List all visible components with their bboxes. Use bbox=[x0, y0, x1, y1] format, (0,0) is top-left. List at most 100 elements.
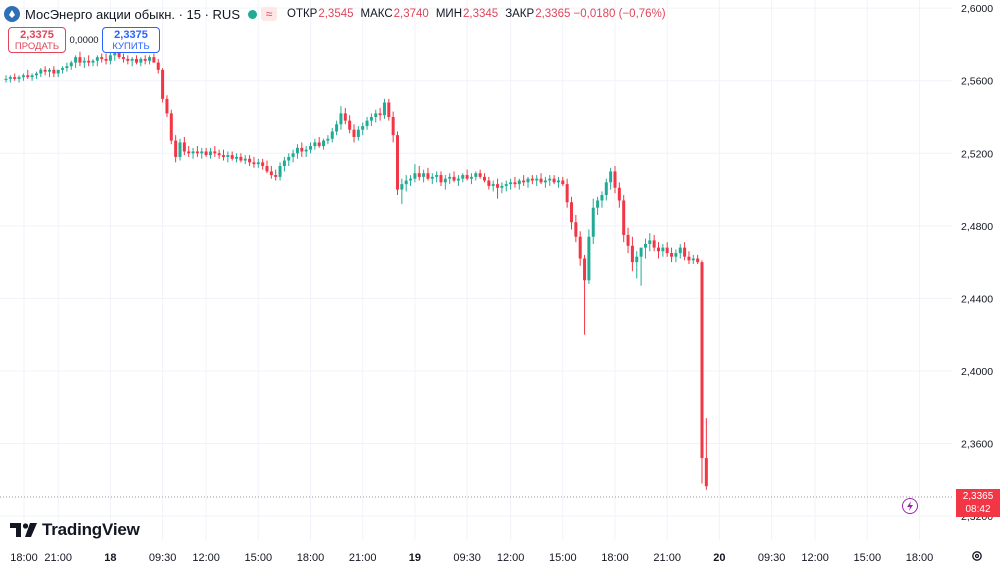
candle bbox=[239, 153, 243, 163]
candle-body bbox=[117, 51, 121, 58]
settings-gear-icon[interactable] bbox=[971, 550, 983, 562]
candle bbox=[639, 247, 643, 286]
candle bbox=[700, 260, 704, 484]
candle-body bbox=[500, 185, 504, 188]
candle bbox=[396, 131, 399, 196]
candle-body bbox=[391, 117, 395, 136]
candle bbox=[187, 146, 191, 157]
lightning-icon[interactable] bbox=[902, 498, 918, 514]
candle bbox=[609, 167, 613, 190]
candle-body bbox=[465, 175, 469, 179]
candle-body bbox=[487, 180, 491, 186]
close-value: 2,3365 −0,0180 (−0,76%) bbox=[535, 8, 666, 20]
candle bbox=[274, 169, 278, 181]
candle bbox=[108, 51, 112, 65]
candle-body bbox=[69, 62, 73, 67]
tradingview-logo[interactable]: TradingView bbox=[10, 520, 140, 540]
candle bbox=[217, 149, 221, 159]
candle-body bbox=[287, 156, 291, 161]
sell-button[interactable]: 2,3375 ПРОДАТЬ bbox=[8, 27, 66, 53]
candle bbox=[343, 107, 347, 125]
candle-body bbox=[691, 258, 695, 261]
x-tick-label: 21:00 bbox=[349, 552, 377, 564]
candle bbox=[295, 144, 299, 159]
candle-body bbox=[404, 180, 408, 185]
candle bbox=[135, 55, 138, 65]
candle-body bbox=[195, 151, 199, 154]
candle bbox=[600, 191, 604, 208]
candle bbox=[504, 180, 508, 192]
candle bbox=[596, 196, 600, 215]
candle bbox=[156, 58, 160, 74]
candle-body bbox=[74, 57, 78, 63]
candle-body bbox=[448, 176, 452, 179]
candle bbox=[483, 173, 486, 183]
candle bbox=[39, 68, 43, 78]
candle bbox=[287, 153, 291, 166]
candle bbox=[182, 136, 186, 156]
candle-body bbox=[396, 135, 399, 190]
symbol-title[interactable]: МосЭнерго акции обыкн. · 15 · RUS bbox=[25, 6, 240, 22]
delayed-data-icon[interactable]: ≈ bbox=[261, 7, 277, 21]
price-axis[interactable]: 2,6000 2,5600 2,5200 2,4800 2,4400 2,4000 2,36… bbox=[961, 3, 993, 523]
candle-body bbox=[452, 176, 456, 181]
x-tick-label: 12:00 bbox=[801, 552, 829, 564]
candle bbox=[8, 75, 12, 83]
candle-body bbox=[322, 140, 326, 147]
candle bbox=[469, 173, 473, 185]
candle bbox=[496, 178, 500, 199]
candle bbox=[552, 175, 556, 185]
candle-body bbox=[156, 62, 160, 70]
candle bbox=[687, 251, 691, 264]
candle bbox=[622, 195, 626, 243]
candle bbox=[82, 57, 86, 69]
candle-body bbox=[252, 162, 256, 165]
candle-body bbox=[374, 113, 378, 118]
candle-body bbox=[309, 146, 312, 150]
candle-body bbox=[56, 69, 60, 74]
candle bbox=[178, 138, 182, 161]
tradingview-wordmark: TradingView bbox=[42, 520, 140, 539]
candle bbox=[674, 249, 678, 263]
candle-body bbox=[169, 113, 173, 141]
candle-body bbox=[661, 247, 665, 252]
candle-body bbox=[491, 184, 495, 186]
candle-body bbox=[61, 68, 65, 70]
candle bbox=[17, 75, 21, 83]
candle-body bbox=[622, 200, 626, 235]
candle-body bbox=[443, 178, 447, 183]
candle-body bbox=[548, 178, 552, 181]
candle-body bbox=[683, 247, 687, 257]
candle bbox=[48, 68, 51, 78]
candle-body bbox=[269, 171, 273, 176]
candle-body bbox=[435, 175, 439, 177]
candle bbox=[648, 233, 652, 252]
candle-body bbox=[456, 178, 460, 181]
x-tick-label: 18:00 bbox=[10, 552, 38, 564]
candle bbox=[652, 234, 656, 252]
x-tick-label: 19 bbox=[409, 552, 421, 564]
candle bbox=[400, 178, 404, 205]
candle-body bbox=[352, 129, 356, 137]
candle-body bbox=[243, 158, 247, 161]
candle bbox=[56, 69, 60, 78]
candle-body bbox=[330, 131, 334, 139]
candle-body bbox=[643, 243, 647, 248]
candle-body bbox=[430, 176, 434, 179]
candle-body bbox=[230, 155, 234, 159]
candle bbox=[391, 111, 395, 143]
candle bbox=[565, 178, 569, 208]
candle-body bbox=[483, 176, 486, 181]
candle-body bbox=[382, 102, 386, 116]
candle bbox=[165, 95, 169, 118]
candle-body bbox=[369, 117, 373, 121]
candle-body bbox=[48, 69, 51, 72]
open-value: 2,3545 bbox=[318, 8, 354, 20]
buy-button[interactable]: 2,3375 КУПИТЬ bbox=[102, 27, 160, 53]
time-axis[interactable]: 18:00 21:00 18 09:30 12:00 15:00 18:00 21:00 19 0… bbox=[10, 552, 933, 564]
candle-body bbox=[130, 58, 134, 61]
candle bbox=[230, 151, 234, 161]
candle bbox=[439, 171, 443, 186]
candle-body bbox=[26, 75, 30, 78]
